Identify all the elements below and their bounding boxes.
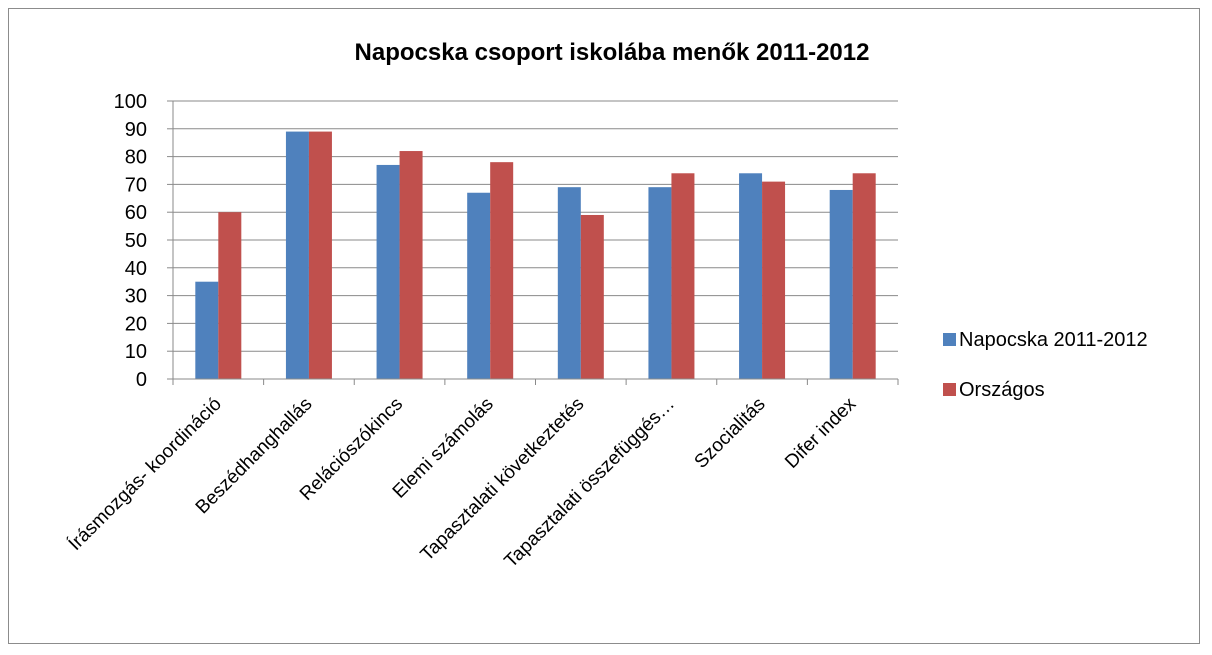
x-category-label: Difer index bbox=[781, 393, 860, 472]
bar-napocska bbox=[285, 131, 309, 379]
legend-swatch bbox=[943, 383, 956, 396]
legend-swatch bbox=[943, 333, 956, 346]
bar-napocska bbox=[467, 192, 491, 379]
bar-orszagos bbox=[852, 173, 876, 379]
legend-label: Napocska 2011-2012 bbox=[959, 329, 1148, 351]
bar-napocska bbox=[376, 164, 400, 379]
bar-napocska bbox=[829, 189, 853, 379]
x-category-label: Írásmozgás- koordináció bbox=[65, 394, 226, 555]
bar-napocska bbox=[648, 187, 672, 379]
bar-orszagos bbox=[308, 131, 332, 379]
bar-orszagos bbox=[490, 162, 514, 379]
y-tick-label: 100 bbox=[114, 91, 147, 113]
y-tick-label: 60 bbox=[125, 202, 147, 224]
bar-orszagos bbox=[399, 151, 423, 379]
y-axis-ticks: 0 10 20 30 40 50 60 70 80 90 100 bbox=[114, 91, 147, 391]
bar-orszagos bbox=[671, 173, 695, 379]
bar-napocska bbox=[195, 281, 219, 379]
y-tick-label: 10 bbox=[125, 341, 147, 363]
bar-napocska bbox=[557, 187, 581, 379]
bar-napocska bbox=[739, 173, 763, 379]
y-tick-label: 20 bbox=[125, 313, 147, 335]
axes bbox=[167, 100, 899, 385]
bars bbox=[195, 131, 876, 379]
bar-orszagos bbox=[218, 212, 242, 379]
x-category-label: Tapasztalati következtetés bbox=[417, 394, 589, 566]
y-tick-label: 70 bbox=[125, 174, 147, 196]
legend: Napocska 2011-2012 Országos bbox=[943, 329, 1148, 401]
x-category-label: Szocialitás bbox=[691, 394, 770, 473]
legend-label: Országos bbox=[959, 379, 1045, 401]
bar-orszagos bbox=[580, 214, 604, 379]
y-tick-label: 80 bbox=[125, 147, 147, 169]
x-axis-labels: Írásmozgás- koordinációBeszédhanghallásR… bbox=[65, 393, 861, 572]
x-category-label: Tapasztalati összefüggés… bbox=[501, 394, 679, 572]
y-tick-label: 90 bbox=[125, 119, 147, 141]
y-tick-label: 0 bbox=[136, 369, 147, 391]
y-tick-label: 30 bbox=[125, 286, 147, 308]
y-tick-label: 40 bbox=[125, 258, 147, 280]
y-tick-label: 50 bbox=[125, 230, 147, 252]
bar-orszagos bbox=[762, 181, 786, 379]
chart-title: Napocska csoport iskolába menők 2011-201… bbox=[355, 39, 870, 66]
gridlines bbox=[173, 100, 898, 352]
